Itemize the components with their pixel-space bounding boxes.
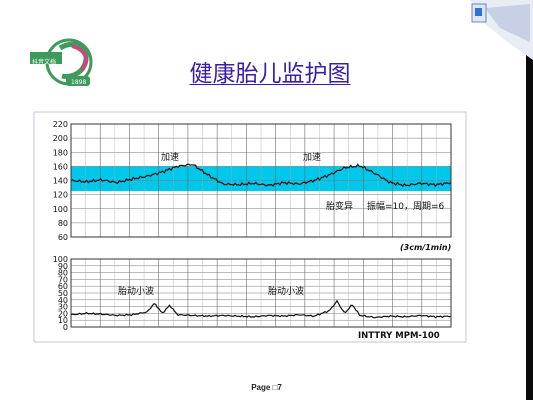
page-curl-decoration — [470, 0, 533, 60]
logo-caption: 抖音文档 — [32, 59, 57, 66]
y-tick-label: 140 — [53, 177, 68, 186]
y-tick-label: 0 — [63, 323, 68, 332]
y-tick-label: 20 — [58, 309, 68, 318]
slide-title: 健康胎儿监护图 — [189, 61, 351, 87]
y-tick-label: 60 — [58, 233, 68, 242]
accel-label-2: 加速 — [303, 152, 321, 163]
y-tick-label: 60 — [58, 282, 68, 291]
fhr-plot-border — [70, 123, 452, 238]
y-tick-label: 80 — [58, 269, 68, 278]
y-tick-label: 40 — [58, 296, 68, 305]
fhr-trace — [70, 163, 452, 188]
y-tick-label: 100 — [53, 255, 68, 264]
y-tick-label: 50 — [58, 289, 68, 298]
organization-logo — [30, 38, 93, 86]
chart-panel — [33, 111, 467, 343]
y-tick-label: 200 — [53, 134, 68, 143]
y-tick-label: 30 — [58, 303, 68, 312]
y-tick-label: 160 — [53, 162, 68, 171]
page-footer: Page □7 — [251, 383, 282, 392]
device-label: INTTRY MPM-100 — [358, 331, 440, 341]
y-tick-label: 80 — [58, 219, 68, 228]
logo-year: 1898 — [71, 79, 87, 86]
movement-label-1: 胎动小波 — [118, 285, 154, 297]
uc-plot-border — [70, 258, 452, 328]
y-tick-label: 220 — [53, 120, 68, 129]
y-tick-label: 100 — [53, 205, 68, 214]
y-tick-label: 120 — [53, 191, 68, 200]
uc-trace — [70, 299, 452, 319]
fhr-chart: 60 80 100 120 140 160 180 200 220 加速 加速 胎变异 振幅=1… — [53, 120, 452, 252]
y-tick-label: 10 — [58, 316, 68, 325]
y-tick-label: 90 — [58, 262, 68, 271]
fhr-y-tick-labels: 60 80 100 120 140 160 180 200 220 — [53, 120, 68, 242]
dark-edge-bar — [526, 0, 533, 400]
variability-label: 胎变异 — [326, 200, 353, 212]
amplitude-label: 振幅=10，周期=6 — [367, 200, 445, 212]
y-tick-label: 70 — [58, 275, 68, 284]
accel-label-1: 加速 — [161, 152, 179, 163]
speed-label: (3cm/1min) — [400, 243, 451, 252]
movement-label-2: 胎动小波 — [268, 285, 304, 297]
y-tick-label: 180 — [53, 148, 68, 157]
